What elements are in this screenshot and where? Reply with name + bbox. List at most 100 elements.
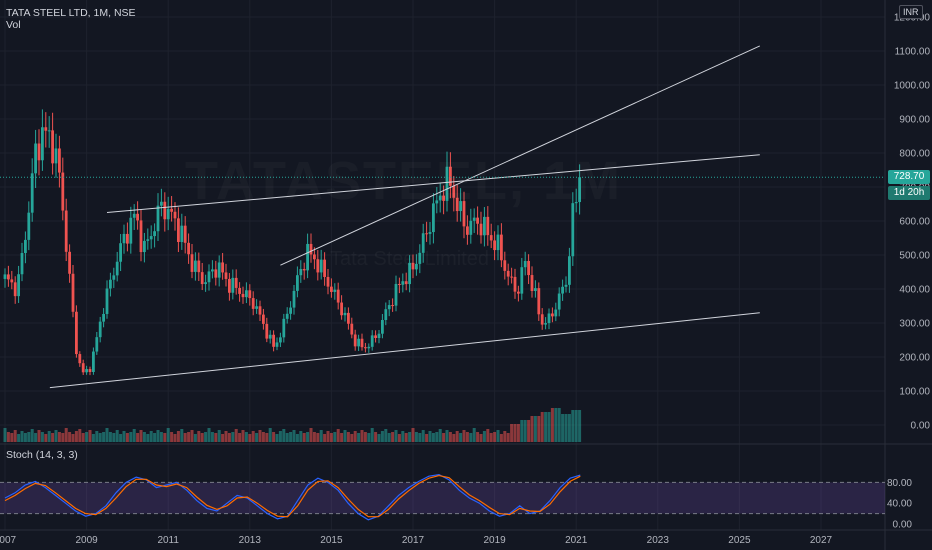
currency-badge[interactable]: INR — [899, 5, 923, 19]
candle-body — [466, 226, 469, 235]
volume-bar — [176, 431, 180, 442]
volume-bar — [156, 430, 160, 442]
volume-bar — [125, 433, 129, 442]
candle-body — [394, 283, 398, 306]
trendline — [49, 312, 760, 389]
volume-bar — [306, 432, 310, 442]
stoch-label[interactable]: Stoch (14, 3, 3) — [6, 449, 78, 461]
candle-body — [391, 305, 394, 307]
volume-bar — [217, 430, 221, 442]
candle-body — [71, 273, 75, 312]
volume-bar — [340, 433, 344, 442]
last-price-tag: 728.70 — [888, 170, 930, 184]
volume-bar — [221, 434, 225, 442]
time-axis-label: 2013 — [239, 535, 262, 546]
volume-bar — [401, 431, 405, 442]
candle-body — [217, 262, 221, 278]
candle-body — [231, 277, 235, 293]
candle-body — [374, 335, 377, 338]
volume-bar — [404, 433, 408, 442]
candle-body — [554, 309, 558, 317]
candle-body — [435, 200, 439, 204]
volume-bar — [493, 432, 497, 442]
volume-bar — [431, 433, 435, 442]
volume-bar — [574, 410, 578, 442]
candle-body — [302, 269, 306, 271]
volume-bar — [187, 432, 191, 442]
volume-bar — [329, 433, 333, 442]
candle-body — [483, 216, 486, 236]
price-axis-label: 200.00 — [899, 353, 930, 364]
volume-bar — [506, 433, 510, 442]
volume-bar — [391, 432, 395, 442]
volume-bar — [275, 434, 279, 442]
volume-bar — [282, 429, 286, 442]
candle-body — [234, 277, 238, 288]
stoch-line — [4, 473, 581, 521]
volume-bar — [224, 431, 228, 442]
volume-bar — [326, 431, 330, 442]
volume-bar — [533, 416, 537, 442]
volume-bar — [486, 429, 490, 442]
candle-body — [540, 314, 544, 325]
candle-body — [449, 166, 452, 186]
volume-bar — [57, 432, 61, 442]
volume-bar — [183, 433, 187, 442]
volume-bar — [112, 433, 116, 442]
symbol-title[interactable]: TATA STEEL LTD, 1M, NSE — [6, 7, 136, 19]
volume-bar — [234, 429, 238, 442]
volume-bar — [173, 434, 177, 442]
candle-body — [153, 231, 156, 237]
candle-body — [112, 275, 116, 280]
volume-bar — [452, 434, 456, 442]
volume-bar — [527, 420, 531, 442]
candle-body — [486, 216, 490, 236]
volume-bar — [81, 433, 85, 442]
volume-label[interactable]: Vol — [6, 19, 21, 31]
trendline — [280, 45, 761, 266]
candle-body — [360, 338, 364, 348]
volume-bar — [489, 433, 493, 442]
volume-bar — [238, 433, 242, 442]
candle-body — [156, 205, 160, 232]
candle-body — [377, 333, 381, 338]
volume-bar — [51, 433, 55, 442]
candle-body — [238, 287, 241, 294]
candle-body — [44, 127, 48, 131]
volume-bar — [210, 432, 214, 442]
candle-body — [204, 282, 207, 285]
candle-body — [68, 251, 71, 274]
candle-body — [513, 276, 517, 292]
candle-body — [561, 286, 564, 294]
candle-body — [326, 276, 330, 287]
volume-bar — [170, 432, 174, 442]
volume-bar — [3, 428, 7, 442]
candle-body — [3, 274, 7, 279]
volume-bar — [231, 432, 235, 442]
candle-body — [462, 201, 466, 227]
time-axis-label: 2009 — [75, 535, 98, 546]
candle-body — [119, 243, 122, 262]
candle-body — [319, 259, 323, 273]
candle-body — [340, 302, 343, 316]
volume-bar — [397, 434, 401, 442]
volume-bar — [207, 428, 211, 442]
candle-body — [183, 225, 187, 243]
candle-body — [493, 240, 496, 251]
time-axis-label: 2023 — [647, 535, 670, 546]
time-axis-label: 2019 — [483, 535, 506, 546]
volume-bar — [425, 434, 429, 442]
candle-body — [27, 212, 31, 240]
candle-body — [551, 313, 554, 317]
volume-bar — [68, 432, 72, 442]
candle-body — [109, 279, 112, 289]
volume-bar — [357, 433, 361, 442]
candle-body — [92, 351, 95, 372]
volume-bar — [544, 412, 548, 442]
price-axis-label: 500.00 — [899, 251, 930, 262]
volume-bar — [204, 432, 208, 442]
volume-bar — [442, 433, 446, 442]
candle-body — [51, 130, 54, 164]
candle-body — [381, 320, 384, 334]
